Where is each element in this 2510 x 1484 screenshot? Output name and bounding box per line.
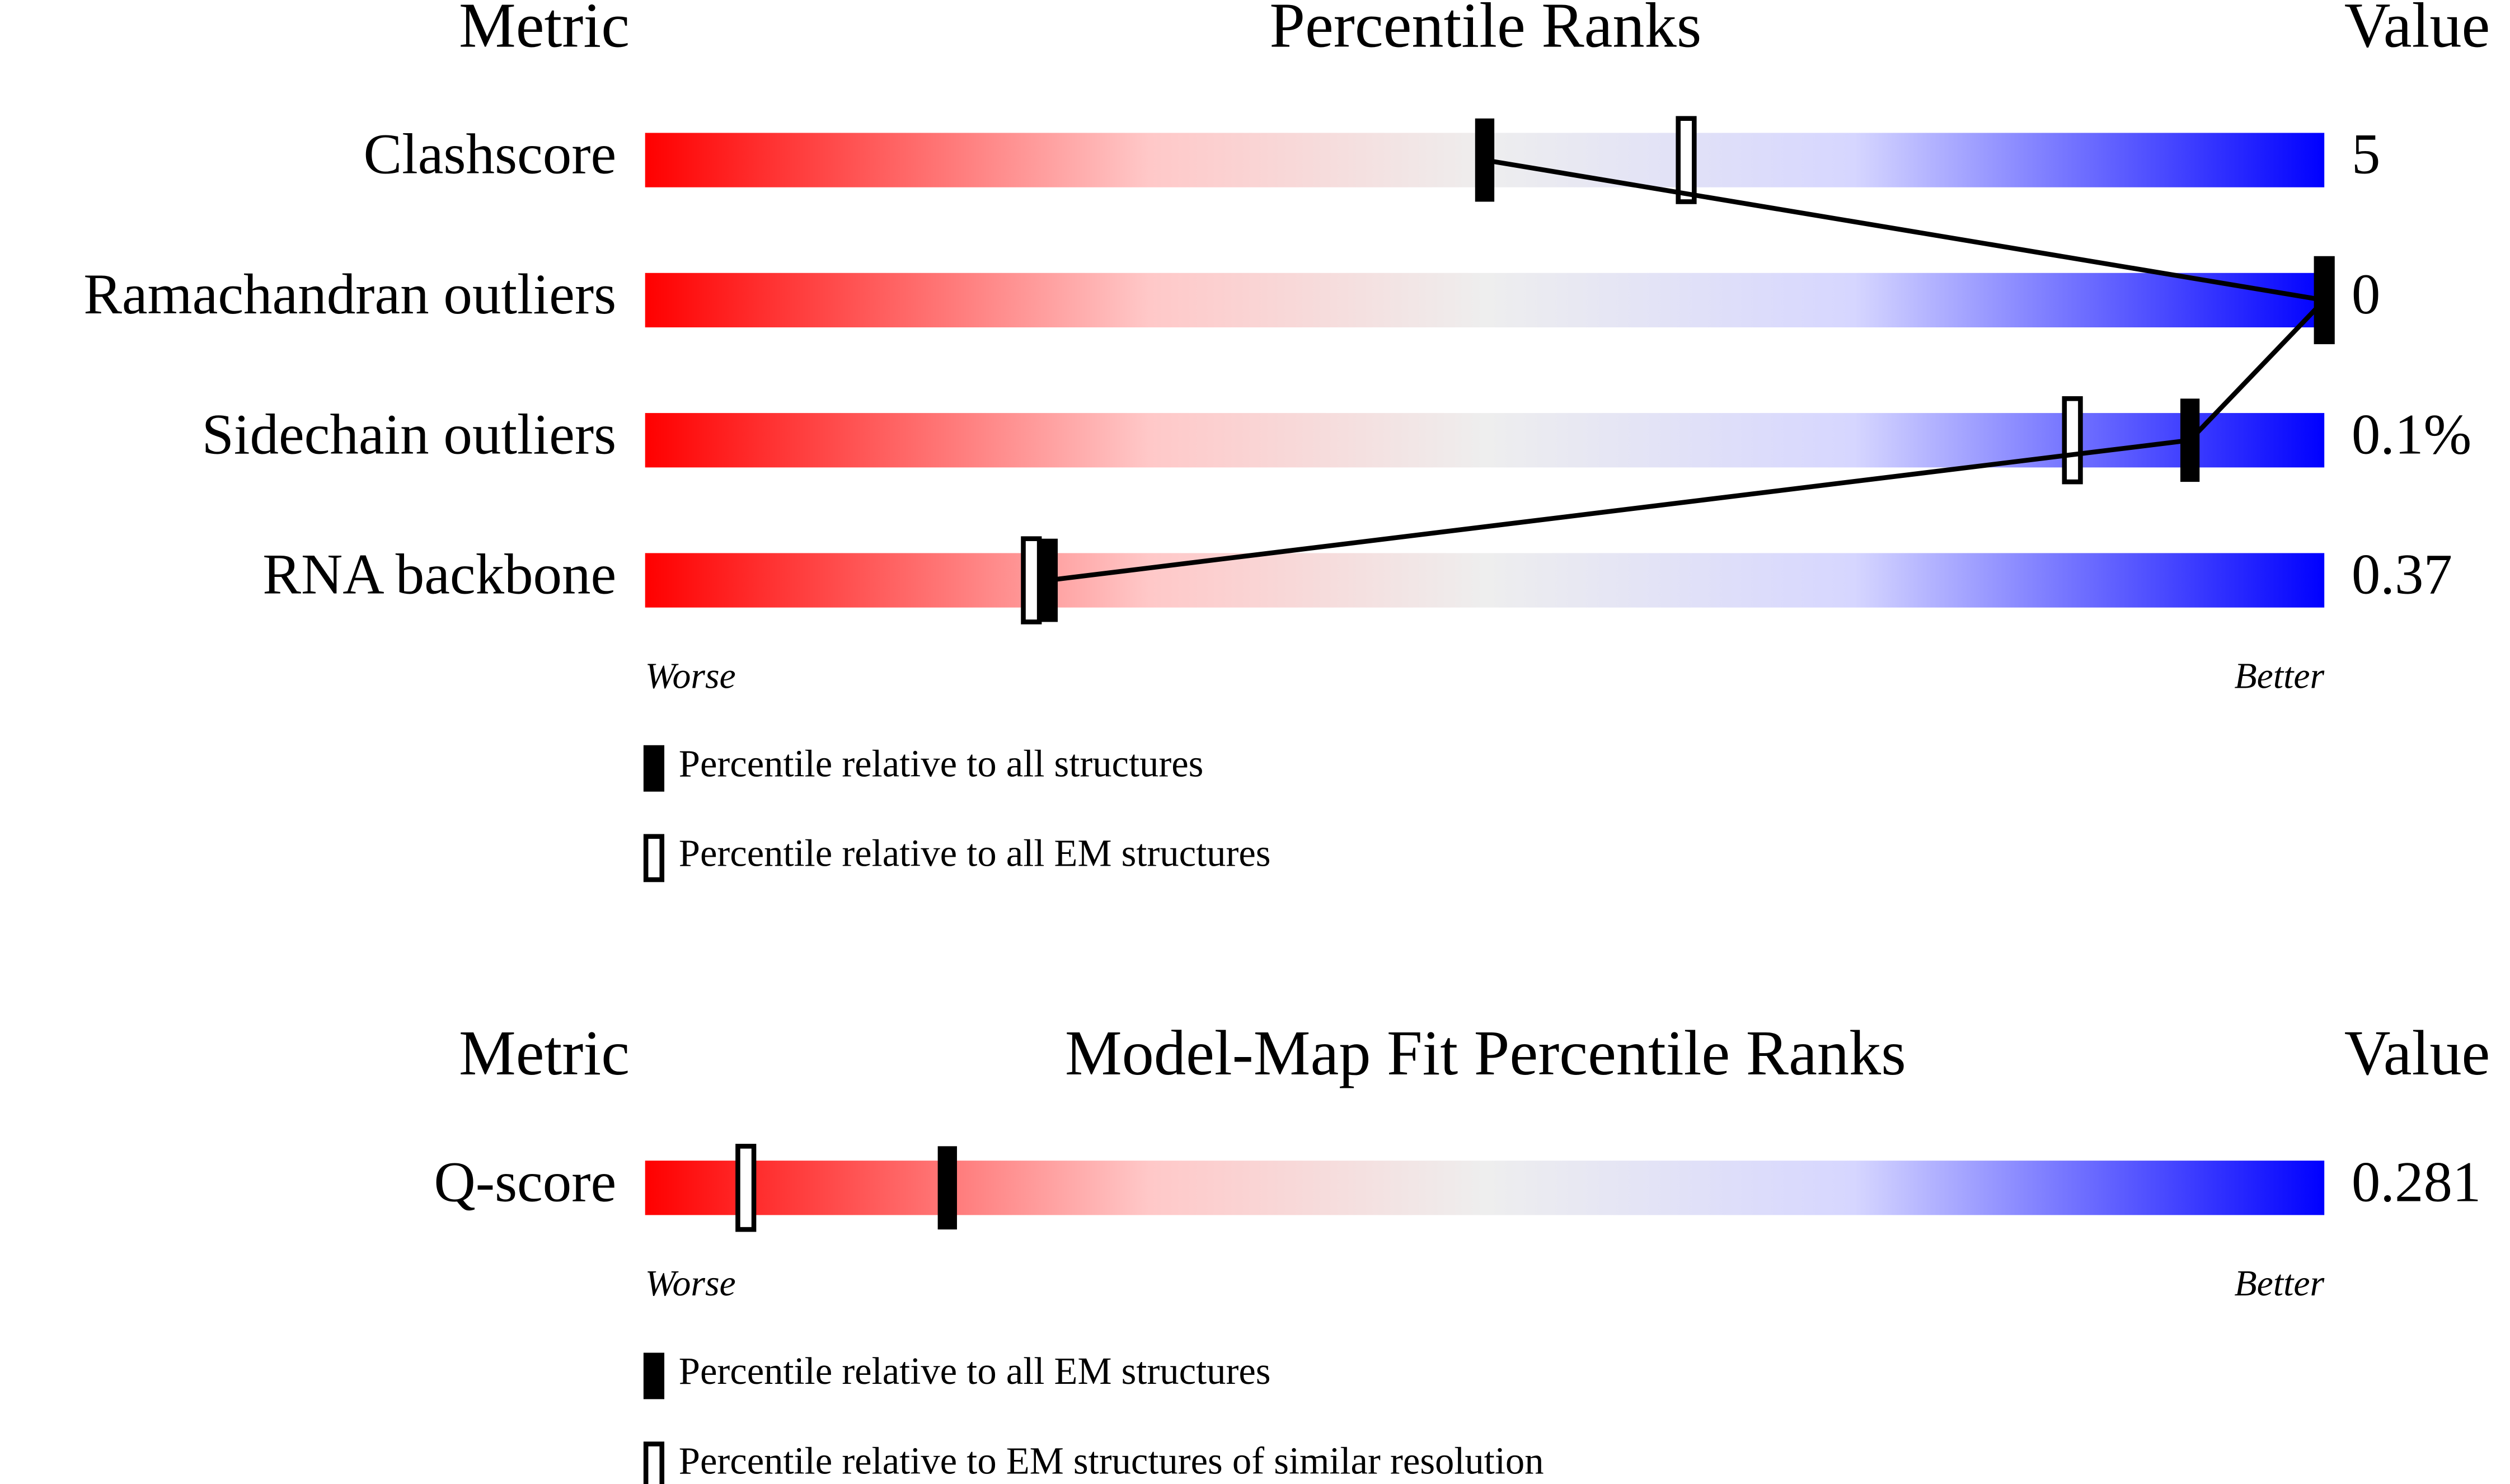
legend-label: Percentile relative to all EM structures	[679, 1350, 1271, 1392]
metric-value: 0.1%	[2352, 402, 2471, 466]
column-header: Metric	[459, 0, 630, 60]
legend-label: Percentile relative to all EM structures	[679, 832, 1271, 875]
connector-line	[1048, 157, 2329, 583]
percentile-marker	[2315, 259, 2334, 342]
metric-label: Sidechain outliers	[202, 402, 617, 466]
chart-title: Model-Map Fit Percentile Ranks	[1065, 1017, 1906, 1088]
percentile-marker	[1021, 536, 1042, 624]
percentile-marker	[1676, 116, 1697, 204]
legend-marker	[643, 834, 665, 882]
percentile-marker	[2180, 398, 2200, 482]
percentile-bar	[645, 1161, 2325, 1215]
legend-marker	[643, 1441, 665, 1484]
percentile-bar	[645, 553, 2325, 608]
column-header: Value	[2344, 0, 2490, 60]
percentile-bar	[645, 273, 2325, 328]
low-label: Worse	[645, 656, 736, 697]
percentile-marker	[1038, 538, 1058, 622]
legend-label: Percentile relative to all structures	[679, 743, 1204, 785]
metric-label: RNA backbone	[262, 543, 616, 607]
low-label: Worse	[645, 1263, 736, 1304]
percentile-marker	[1475, 118, 1495, 202]
metric-label: Clashscore	[363, 123, 616, 186]
legend-label: Percentile relative to EM structures of …	[679, 1439, 1544, 1482]
legend-marker	[643, 745, 665, 792]
percentile-marker	[735, 1144, 757, 1232]
column-header: Value	[2344, 1017, 2490, 1088]
high-label: Better	[2234, 1263, 2324, 1304]
chart-title: Percentile Ranks	[1269, 0, 1701, 60]
high-label: Better	[2234, 656, 2324, 697]
metric-value: 0.37	[2352, 543, 2452, 607]
metric-value: 0	[2352, 262, 2380, 326]
metric-value: 5	[2352, 123, 2380, 186]
percentile-marker	[2062, 396, 2083, 485]
metric-value: 0.281	[2352, 1150, 2481, 1214]
column-header: Metric	[459, 1017, 630, 1088]
legend-marker	[643, 1352, 665, 1400]
metric-label: Q-score	[434, 1150, 616, 1214]
percentile-marker	[937, 1146, 957, 1230]
metric-label: Ramachandran outliers	[83, 262, 616, 326]
